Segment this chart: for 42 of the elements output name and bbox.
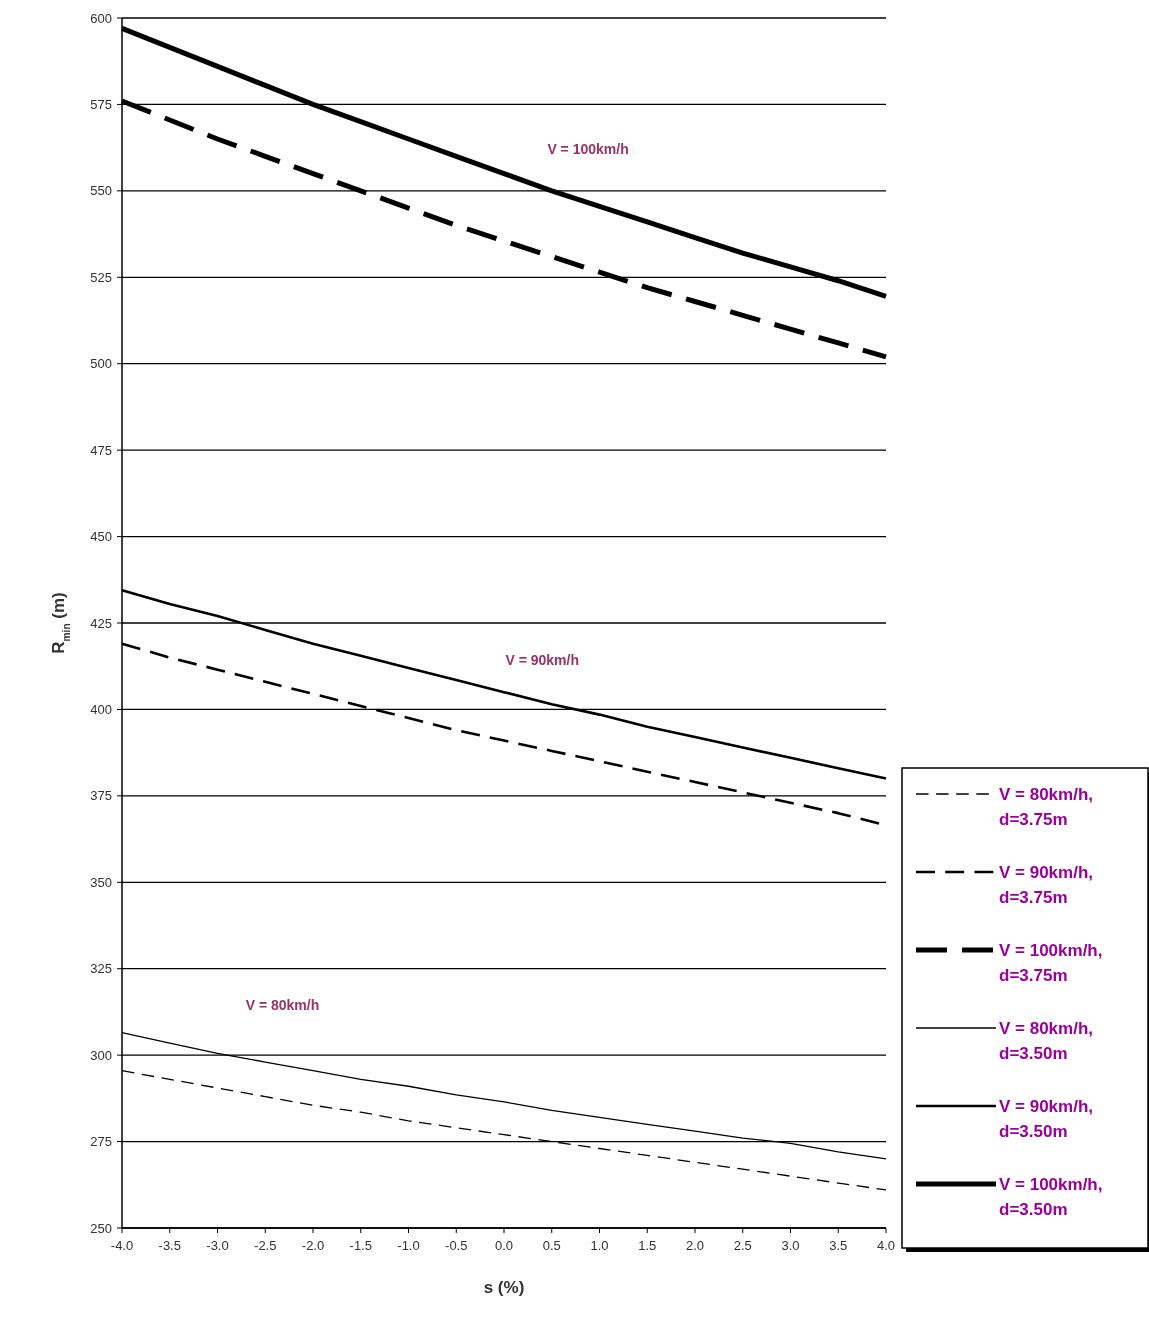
y-tick-label: 475 xyxy=(90,442,112,458)
x-tick-label: 0.0 xyxy=(494,1238,514,1253)
y-tick-label: 250 xyxy=(90,1220,112,1236)
legend-label: V = 100km/h, d=3.75m xyxy=(999,940,1103,985)
x-tick-label: -3.0 xyxy=(206,1238,229,1253)
x-tick-label: -3.5 xyxy=(158,1238,181,1253)
legend-label: V = 90km/h, d=3.50m xyxy=(999,1096,1094,1141)
y-tick-label: 325 xyxy=(90,961,112,977)
x-tick-label: -1.0 xyxy=(397,1238,420,1253)
x-tick-label: 2.5 xyxy=(733,1238,752,1253)
y-tick-label: 550 xyxy=(90,183,112,199)
annotation: V = 80km/h xyxy=(245,997,320,1014)
x-tick-label: 1.0 xyxy=(590,1238,609,1253)
legend-label: V = 90km/h, d=3.75m xyxy=(999,862,1094,907)
y-tick-label: 275 xyxy=(90,1134,112,1150)
x-tick-label: 1.5 xyxy=(638,1238,657,1253)
legend-label: V = 80km/h, d=3.50m xyxy=(999,1018,1094,1063)
x-tick-label: -4.0 xyxy=(110,1238,134,1253)
annotation: V = 100km/h xyxy=(547,140,629,157)
x-tick-label: -2.0 xyxy=(301,1238,325,1253)
x-tick-label: 4.0 xyxy=(876,1238,896,1253)
x-tick-label: 3.5 xyxy=(829,1238,848,1253)
y-tick-label: 425 xyxy=(90,615,112,631)
x-tick-label: 0.5 xyxy=(542,1238,561,1253)
y-tick-label: 375 xyxy=(90,788,112,804)
y-tick-label: 600 xyxy=(90,10,112,26)
x-tick-label: 3.0 xyxy=(781,1238,800,1253)
y-tick-label: 300 xyxy=(90,1047,112,1063)
y-tick-label: 350 xyxy=(90,874,112,890)
y-tick-label: 525 xyxy=(90,269,112,285)
x-axis-title: s (%) xyxy=(483,1278,525,1297)
annotation: V = 90km/h xyxy=(505,652,579,669)
y-tick-label: 450 xyxy=(90,529,112,545)
y-tick-label: 575 xyxy=(90,96,112,112)
x-tick-label: 2.0 xyxy=(685,1238,705,1253)
x-tick-label: -0.5 xyxy=(445,1238,468,1253)
legend-label: V = 100km/h, d=3.50m xyxy=(999,1174,1103,1219)
y-tick-label: 400 xyxy=(90,701,112,717)
x-tick-label: -1.5 xyxy=(349,1238,372,1253)
legend-label: V = 80km/h, d=3.75m xyxy=(999,784,1094,829)
x-tick-label: -2.5 xyxy=(254,1238,277,1253)
y-tick-label: 500 xyxy=(90,356,112,372)
